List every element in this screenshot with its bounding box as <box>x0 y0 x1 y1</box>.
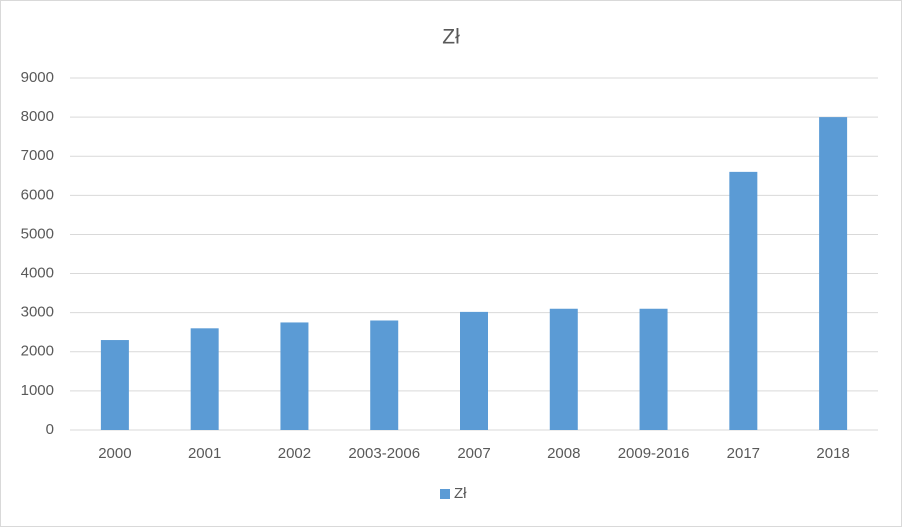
bar <box>190 328 219 430</box>
y-tick-label: 1000 <box>21 382 54 399</box>
x-tick-label: 2009-2016 <box>618 445 690 462</box>
bar <box>460 311 488 430</box>
y-tick-label: 6000 <box>21 186 54 203</box>
bar <box>370 320 399 430</box>
y-tick-label: 8000 <box>21 108 54 125</box>
y-tick-label: 9000 <box>21 69 54 86</box>
legend-label: Zł <box>454 485 467 502</box>
y-tick-label: 2000 <box>21 343 54 360</box>
bar <box>729 171 758 430</box>
x-tick-label: 2018 <box>816 445 849 462</box>
y-tick-label: 0 <box>46 421 54 438</box>
x-tick-label: 2000 <box>98 445 131 462</box>
x-tick-label: 2001 <box>188 445 221 462</box>
chart-title: Zł <box>442 26 460 49</box>
bar <box>549 308 578 430</box>
y-tick-label: 3000 <box>21 304 54 321</box>
y-tick-label: 5000 <box>21 225 54 242</box>
x-tick-label: 2008 <box>547 445 580 462</box>
legend-marker <box>440 489 450 499</box>
x-tick-label: 2002 <box>278 445 311 462</box>
x-tick-label: 2007 <box>457 445 490 462</box>
y-tick-label: 4000 <box>21 265 54 282</box>
x-tick-label: 2017 <box>727 445 760 462</box>
bar <box>280 322 309 430</box>
x-tick-label: 2003-2006 <box>348 445 420 462</box>
bar <box>100 340 129 430</box>
bar <box>639 308 668 430</box>
bar <box>819 117 848 430</box>
y-tick-label: 7000 <box>21 147 54 164</box>
